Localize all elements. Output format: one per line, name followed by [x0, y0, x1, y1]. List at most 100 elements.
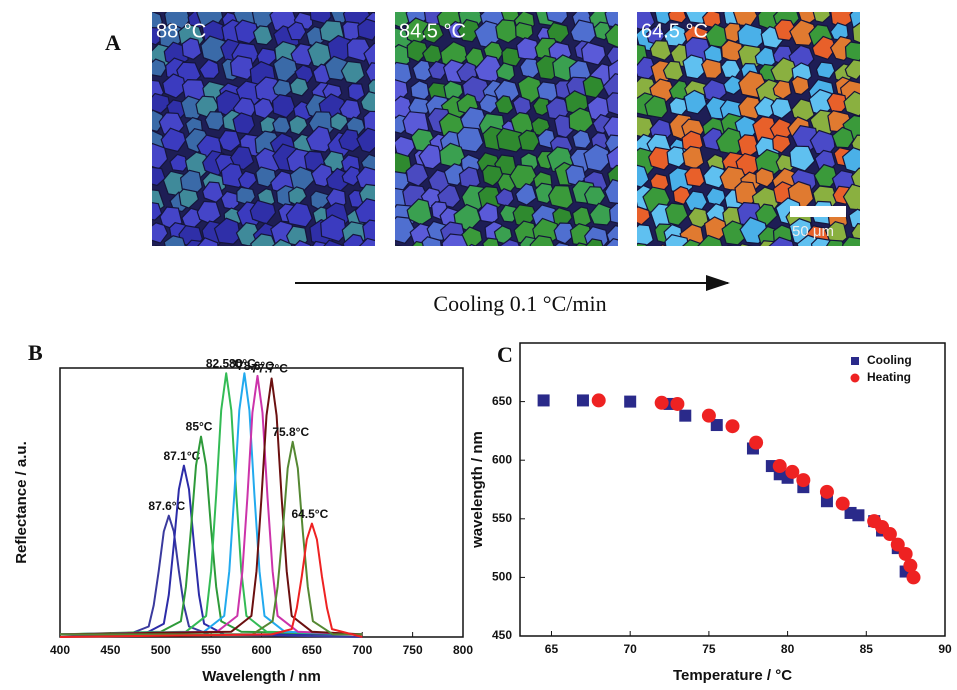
grain [200, 35, 228, 63]
grain [163, 235, 186, 246]
micrograph: 84.5 °C [395, 12, 618, 246]
grain [604, 178, 618, 205]
grain [468, 243, 477, 246]
grain [772, 134, 792, 154]
x-tick-label: 85 [860, 642, 874, 656]
x-tick-label: 700 [352, 643, 372, 657]
grain [697, 234, 723, 246]
grain [682, 54, 706, 80]
grain [154, 244, 163, 246]
grain [197, 237, 219, 246]
grain [418, 143, 444, 170]
peak-label: 80°C [229, 356, 256, 370]
grain [726, 244, 734, 246]
grain [815, 61, 836, 80]
grain [421, 236, 442, 246]
peak-label: 78.6°C [237, 359, 274, 373]
grain [357, 18, 375, 41]
grain [518, 129, 541, 152]
grain [288, 115, 309, 136]
grain [305, 125, 334, 153]
spectrum [59, 522, 363, 638]
grain [152, 202, 163, 221]
legend-label: Cooling [867, 353, 912, 367]
point [591, 393, 606, 408]
grain [495, 62, 516, 82]
point [725, 419, 740, 434]
grain [329, 112, 349, 132]
grain [571, 129, 592, 149]
grain [178, 188, 200, 209]
grain [664, 234, 690, 246]
grain [271, 238, 293, 246]
x-tick-label: 800 [453, 643, 473, 657]
grain [517, 75, 544, 104]
temperature-label: 84.5 °C [399, 20, 466, 42]
grain [825, 239, 845, 246]
grain [637, 224, 654, 246]
scale-label: 50 μm [792, 223, 834, 240]
grains [395, 12, 618, 246]
x-tick-label: 80 [781, 642, 795, 656]
point [679, 409, 692, 422]
spectrum [59, 377, 363, 636]
grain [395, 12, 410, 29]
legend-swatch [850, 373, 860, 383]
grain [495, 19, 519, 44]
grain [844, 59, 860, 81]
grain [152, 166, 166, 187]
spectrum [60, 440, 363, 636]
grain [218, 129, 241, 152]
spectrum [59, 435, 363, 636]
grain [230, 245, 234, 246]
peak-label: 82.5°C [206, 356, 243, 370]
grain [812, 12, 832, 24]
point [576, 394, 589, 407]
point [624, 395, 637, 408]
grain [844, 41, 860, 63]
x-tick-label: 75 [702, 642, 716, 656]
x-tick-label: 500 [151, 643, 171, 657]
grain [456, 126, 484, 153]
x-tick-label: 750 [403, 643, 423, 657]
point [537, 394, 550, 407]
spectrum [59, 372, 363, 636]
grain [289, 77, 310, 97]
grain [152, 222, 169, 244]
peak-label: 64.5°C [291, 507, 328, 521]
grain [422, 22, 445, 44]
grain [220, 190, 240, 210]
grain [666, 146, 687, 168]
point [890, 537, 905, 552]
peak-label: 87.1°C [164, 449, 201, 463]
grain [789, 19, 818, 46]
grain [554, 241, 570, 246]
grain [826, 92, 848, 113]
grain [723, 75, 743, 96]
grain [204, 111, 227, 131]
point [906, 570, 921, 585]
grain [160, 127, 187, 153]
grain [342, 233, 366, 246]
grain [293, 239, 312, 246]
grain [660, 243, 668, 246]
grain [849, 12, 860, 30]
grain [229, 145, 255, 171]
panel-label: B [28, 340, 43, 365]
grain [427, 60, 448, 81]
grain [213, 217, 241, 245]
point [898, 546, 913, 561]
grain [356, 127, 375, 154]
x-axis-label: Temperature / °C [673, 667, 792, 684]
grain [437, 184, 461, 209]
grain [649, 40, 672, 61]
grain [198, 58, 220, 80]
grain [412, 59, 433, 82]
grain [575, 242, 589, 246]
micrograph: 88 °C [152, 12, 375, 246]
grain [583, 143, 612, 172]
grain [605, 238, 618, 246]
grain [229, 55, 255, 81]
grain [850, 167, 860, 188]
point [796, 473, 811, 488]
